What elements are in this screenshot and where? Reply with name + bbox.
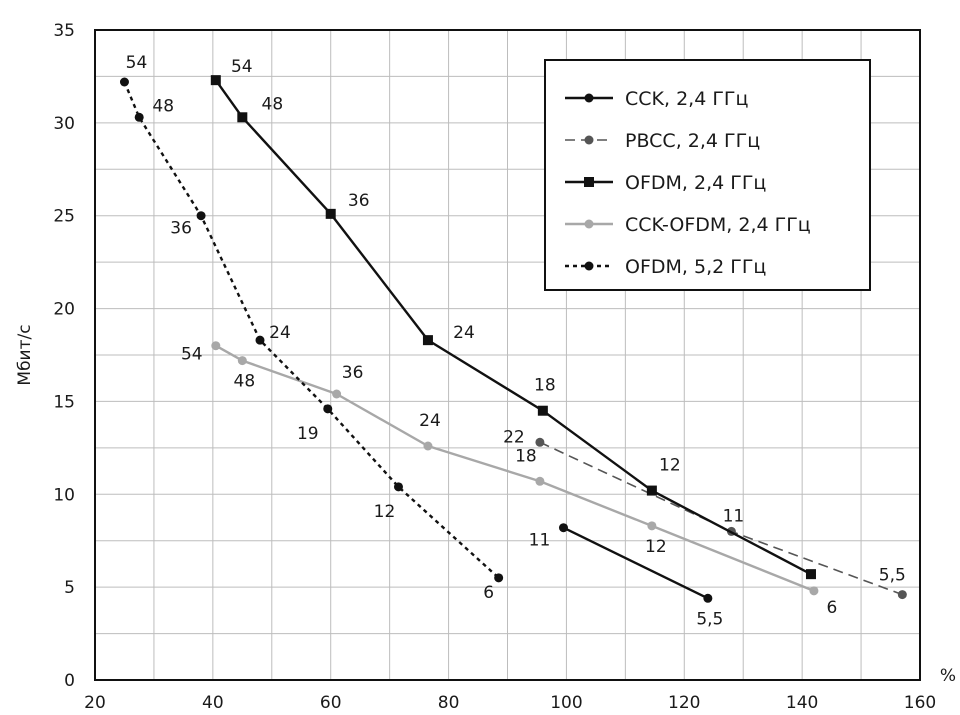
y-axis-label: Мбит/с: [15, 324, 35, 385]
data-point: [809, 586, 819, 596]
data-point: [558, 523, 568, 533]
series-line: [539, 441, 903, 596]
data-point: [535, 437, 545, 447]
data-label: 11: [529, 531, 551, 551]
data-label: 12: [659, 456, 681, 476]
x-tick-label: 100: [550, 693, 582, 713]
data-label: 18: [534, 376, 556, 396]
data-label: 11: [723, 506, 745, 526]
legend-swatch-marker: [584, 261, 594, 271]
data-label: 18: [515, 446, 537, 466]
data-point: [196, 211, 206, 221]
x-tick-label: 140: [786, 693, 818, 713]
legend-label: OFDM, 2,4 ГГц: [625, 172, 766, 194]
data-label: 36: [170, 219, 192, 239]
data-label: 24: [419, 411, 441, 431]
legend-swatch-marker: [584, 135, 594, 145]
data-point: [897, 590, 907, 600]
data-point: [325, 208, 336, 219]
data-label: 24: [269, 323, 291, 343]
data-point: [119, 77, 129, 87]
legend-label: CCK-OFDM, 2,4 ГГц: [625, 214, 811, 236]
data-point: [647, 521, 657, 531]
legend-label: OFDM, 5,2 ГГц: [625, 256, 766, 278]
data-point: [134, 112, 144, 122]
legend-entry: CCK-OFDM, 2,4 ГГц: [565, 214, 811, 236]
data-point: [423, 441, 433, 451]
series-line: [123, 81, 500, 579]
data-label: 54: [231, 57, 253, 77]
legend-label: CCK, 2,4 ГГц: [625, 88, 749, 110]
data-label: 48: [262, 94, 284, 114]
x-tick-label: 40: [202, 693, 224, 713]
x-tick-label: 120: [668, 693, 700, 713]
series-2: 54 48 36 24 18 12: [210, 57, 816, 580]
x-tick-label: 60: [320, 693, 342, 713]
data-point: [494, 573, 504, 583]
series-line: [215, 344, 815, 592]
data-point: [646, 485, 657, 496]
y-tick-label: 35: [53, 21, 75, 41]
series-line: [562, 526, 709, 600]
x-tick-label: 20: [84, 693, 106, 713]
y-tick-label: 20: [53, 300, 75, 320]
data-label: 36: [342, 363, 364, 383]
legend-entry: OFDM, 2,4 ГГц: [565, 172, 766, 194]
data-label: 48: [234, 372, 256, 392]
legend-entry: PBCC, 2,4 ГГц: [565, 130, 760, 152]
data-point: [422, 335, 433, 346]
plot-frame: [94, 29, 921, 681]
data-point: [805, 569, 816, 580]
x-axis-label: %: [940, 666, 956, 686]
legend-entry: CCK, 2,4 ГГц: [565, 88, 749, 110]
data-point: [393, 482, 403, 492]
data-point: [211, 341, 221, 351]
data-point: [332, 389, 342, 399]
legend: CCK, 2,4 ГГц PBCC, 2,4 ГГц OFDM, 2,4 ГГц CC…: [544, 59, 871, 291]
series-4: 54 48 36 24 19 12 6: [119, 53, 504, 603]
legend-swatch-marker: [584, 219, 594, 229]
data-label: 5,5: [696, 609, 723, 629]
legend-entry: OFDM, 5,2 ГГц: [565, 256, 766, 278]
data-label: 54: [181, 345, 203, 365]
y-tick-label: 10: [53, 485, 75, 505]
data-point: [210, 75, 221, 86]
data-label: 36: [348, 191, 370, 211]
data-label: 12: [645, 537, 667, 557]
data-label: 24: [453, 323, 475, 343]
data-point: [237, 112, 248, 123]
data-label: 12: [374, 502, 396, 522]
data-label: 22: [503, 427, 525, 447]
y-tick-label: 0: [64, 671, 75, 691]
data-label: 54: [126, 53, 148, 73]
x-tick-label: 80: [438, 693, 460, 713]
data-label: 48: [152, 96, 174, 116]
data-label: 5,5: [879, 566, 906, 586]
data-label: 6: [827, 598, 838, 618]
y-tick-label: 30: [53, 114, 75, 134]
data-label: 6: [483, 583, 494, 603]
tick-labels: 20 40 60 80 100 120 140 160 0 5 10 15 20 25 30 35: [53, 21, 936, 713]
legend-label: PBCC, 2,4 ГГц: [625, 130, 760, 152]
series-3: 54 48 36 24 18 12 6: [181, 341, 837, 618]
data-point: [535, 476, 545, 486]
y-tick-label: 15: [53, 392, 75, 412]
y-tick-label: 25: [53, 207, 75, 227]
data-point: [237, 356, 247, 366]
data-point: [703, 593, 713, 603]
legend-swatch-marker: [584, 93, 594, 103]
series-0: 115,5: [529, 523, 723, 629]
data-point: [255, 335, 265, 345]
data-point: [323, 404, 333, 414]
x-tick-label: 160: [904, 693, 936, 713]
series-1: 22 11 5,5: [503, 427, 907, 600]
data-label: 19: [297, 424, 319, 444]
data-point: [537, 405, 548, 416]
legend-swatch-marker: [584, 177, 594, 187]
y-tick-label: 5: [64, 578, 75, 598]
